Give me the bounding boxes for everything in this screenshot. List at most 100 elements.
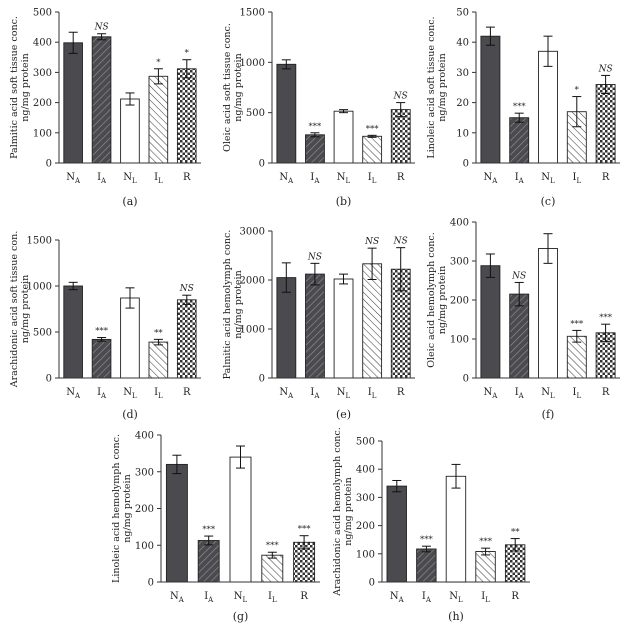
y-tick-label: 300 <box>356 493 375 504</box>
y-axis-label: Palmitic acid hemolymph conc.ng/mg prote… <box>222 230 244 380</box>
y-tick-label: 200 <box>450 296 469 307</box>
panel-label: (b) <box>336 195 352 208</box>
bar <box>390 109 411 164</box>
significance-label: * <box>575 86 580 96</box>
significance-label: *** <box>298 525 312 535</box>
y-tick-label: 0 <box>259 374 265 385</box>
category-tick-label: NL <box>541 172 555 185</box>
y-tick-label: 0 <box>463 159 469 170</box>
category-tick-label: NA <box>170 591 185 604</box>
y-axis-label: Arachidonic acid hemolymph conc.ng/mg pr… <box>332 427 354 597</box>
bar <box>165 463 188 583</box>
significance-label: NS <box>364 237 379 247</box>
bar <box>445 475 467 583</box>
category-tick-label: IA <box>310 172 320 185</box>
significance-label: NS <box>511 271 526 281</box>
bar <box>362 135 383 164</box>
category-tick-label: NA <box>279 172 294 185</box>
y-tick-label: 30 <box>456 68 469 79</box>
panel-label: (f) <box>542 408 555 421</box>
y-tick-label: 2000 <box>240 276 265 287</box>
y-tick-label: 0 <box>148 578 154 589</box>
bar <box>63 42 83 164</box>
y-axis-label: Linoleic acid soft tissue conc.ng/mg pro… <box>426 16 448 158</box>
category-tick-label: IL <box>481 591 490 604</box>
category-tick-label: IL <box>154 172 163 185</box>
significance-label: *** <box>366 124 380 134</box>
bar <box>386 485 407 583</box>
category-tick-label: R <box>602 387 610 398</box>
y-tick-label: 500 <box>246 108 265 119</box>
category-tick-label: R <box>183 172 191 183</box>
significance-label: NS <box>94 23 109 33</box>
y-tick-label: 20 <box>456 98 469 109</box>
category-tick-label: R <box>397 172 405 183</box>
bar <box>91 338 112 379</box>
bar <box>305 134 325 164</box>
category-tick-label: R <box>397 387 405 398</box>
y-tick-label: 1000 <box>240 325 265 336</box>
category-tick-label: IL <box>572 172 581 185</box>
y-tick-label: 400 <box>33 38 52 49</box>
y-tick-label: 500 <box>33 8 52 19</box>
category-tick-label: NL <box>337 172 351 185</box>
panel-label: (h) <box>448 610 464 623</box>
bar <box>176 299 197 379</box>
significance-label: * <box>156 58 161 68</box>
category-tick-label: IA <box>310 387 320 400</box>
significance-label: NS <box>179 284 194 294</box>
category-tick-label: IL <box>368 387 377 400</box>
bar <box>261 554 284 583</box>
category-tick-label: NL <box>337 387 351 400</box>
category-tick-label: IA <box>204 591 214 604</box>
bar <box>538 50 558 164</box>
category-tick-label: IA <box>515 172 525 185</box>
bar <box>120 297 140 379</box>
category-tick-label: IA <box>422 591 432 604</box>
y-axis-label: Linoleic acid hemolymph conc.ng/mg prote… <box>111 434 133 583</box>
y-tick-label: 400 <box>450 218 469 229</box>
y-tick-label: 0 <box>369 578 375 589</box>
y-tick-label: 1500 <box>27 236 52 247</box>
y-axis-label: Oleic acid hemolymph conc.ng/mg protein <box>426 232 448 368</box>
significance-label: *** <box>479 537 493 547</box>
category-tick-label: NA <box>66 172 81 185</box>
y-tick-label: 100 <box>135 541 154 552</box>
significance-label: * <box>185 49 190 59</box>
bar <box>333 278 354 379</box>
y-tick-label: 1000 <box>240 58 265 69</box>
significance-label: ** <box>511 528 520 538</box>
category-tick-label: NL <box>449 591 463 604</box>
bar <box>91 36 112 164</box>
y-tick-label: 50 <box>456 8 469 19</box>
significance-label: *** <box>420 535 434 545</box>
category-tick-label: R <box>602 172 610 183</box>
y-tick-label: 300 <box>33 68 52 79</box>
y-tick-label: 200 <box>33 98 52 109</box>
category-tick-label: NA <box>279 387 294 400</box>
category-tick-label: R <box>511 591 519 602</box>
y-tick-label: 400 <box>135 431 154 442</box>
bar <box>480 35 501 164</box>
y-tick-label: 300 <box>450 257 469 268</box>
category-tick-label: IL <box>572 387 581 400</box>
bar <box>509 117 530 164</box>
y-tick-label: 0 <box>259 159 265 170</box>
category-tick-label: IL <box>154 387 163 400</box>
bar <box>120 98 140 164</box>
category-tick-label: NA <box>483 387 498 400</box>
bar <box>480 265 501 379</box>
y-tick-label: 40 <box>456 38 469 49</box>
y-tick-label: 100 <box>450 335 469 346</box>
y-tick-label: 300 <box>135 467 154 478</box>
chart-panel: NA *** IA NL *** IL NS R 0 500 1000 1500 Oleic acid … <box>222 8 415 208</box>
bar <box>333 110 354 164</box>
y-tick-label: 200 <box>356 521 375 532</box>
significance-label: *** <box>513 102 527 112</box>
panel-label: (g) <box>233 610 249 623</box>
y-tick-label: 1000 <box>27 282 52 293</box>
y-tick-label: 3000 <box>240 227 265 238</box>
